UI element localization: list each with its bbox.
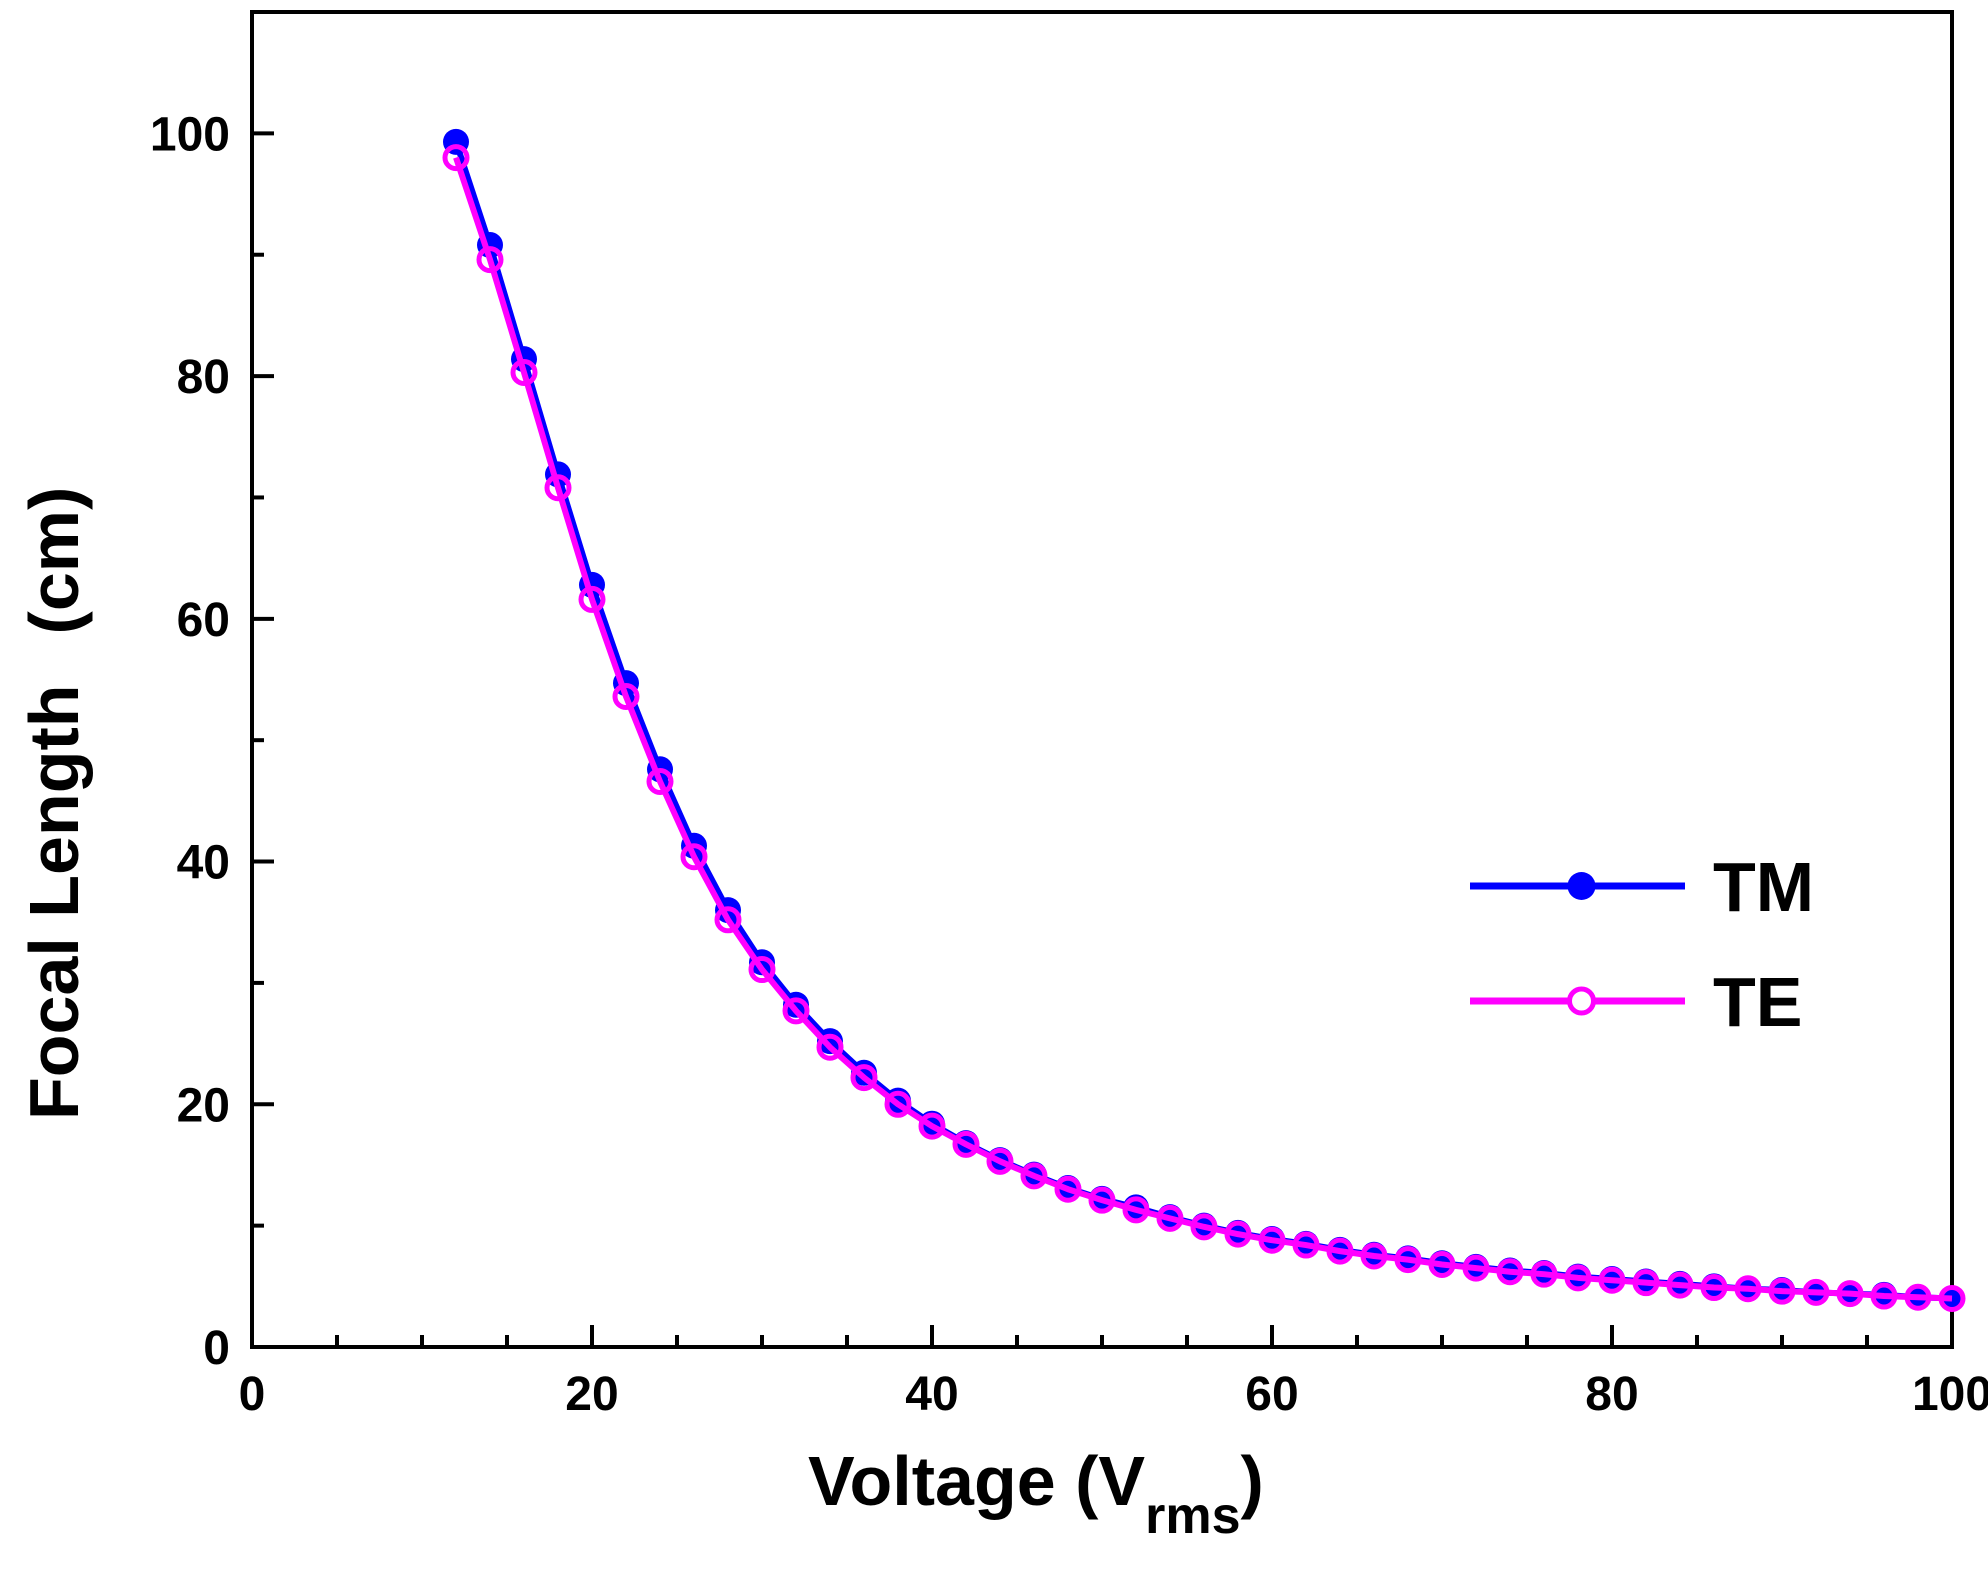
- legend-marker-te: [1567, 986, 1596, 1016]
- data-point-te: [1904, 1283, 1932, 1311]
- x-tick-label: 80: [1585, 1368, 1638, 1421]
- data-point-te: [1122, 1196, 1150, 1224]
- x-tick-label: 0: [239, 1368, 266, 1421]
- data-point-te: [1938, 1284, 1966, 1312]
- data-point-te: [1870, 1282, 1898, 1310]
- axis-ticks: [250, 10, 1954, 1349]
- data-point-te: [1190, 1213, 1218, 1241]
- data-point-te: [748, 956, 776, 984]
- series-line-tm: [453, 140, 1953, 1302]
- data-point-te: [1564, 1264, 1592, 1292]
- legend-label-te: TE: [1713, 963, 1802, 1041]
- y-tick-label: 80: [177, 351, 230, 404]
- data-point-te: [1326, 1237, 1354, 1265]
- data-point-te: [1088, 1186, 1116, 1214]
- y-tick-label: 60: [177, 594, 230, 647]
- series-tm: [443, 128, 1965, 1312]
- data-point-te: [510, 358, 538, 386]
- x-tick-label: 100: [1912, 1368, 1988, 1421]
- data-point-te: [1394, 1246, 1422, 1274]
- data-point-te: [918, 1112, 946, 1140]
- data-point-te: [612, 682, 640, 710]
- y-tick-label: 20: [177, 1079, 230, 1132]
- legend-label-tm: TM: [1713, 848, 1814, 926]
- data-point-te: [442, 144, 470, 172]
- data-point-te: [1734, 1275, 1762, 1303]
- data-point-te: [782, 997, 810, 1025]
- series-te: [442, 144, 1966, 1312]
- y-tick-label: 0: [203, 1322, 230, 1375]
- x-tick-label: 60: [1245, 1368, 1298, 1421]
- data-point-te: [1530, 1260, 1558, 1288]
- data-point-te: [476, 246, 504, 274]
- y-axis-title: Focal Length(cm): [15, 487, 93, 1120]
- series-line-te: [453, 156, 1953, 1302]
- legend-marker-tm: [1567, 872, 1596, 900]
- data-point-te: [1292, 1231, 1320, 1259]
- svg-text:Focal Length(cm): Focal Length(cm): [15, 487, 93, 1120]
- data-point-te: [1462, 1254, 1490, 1282]
- legend: TM TE: [1470, 848, 1814, 1041]
- legend-entry-tm: TM: [1470, 848, 1814, 926]
- data-point-te: [544, 474, 572, 502]
- data-point-tm: [817, 1028, 843, 1055]
- data-point-te: [1802, 1278, 1830, 1306]
- data-point-te: [1496, 1258, 1524, 1286]
- data-point-te: [1020, 1162, 1048, 1190]
- data-point-te: [952, 1130, 980, 1158]
- data-point-te: [884, 1090, 912, 1118]
- data-point-te: [1054, 1175, 1082, 1203]
- data-point-te: [1360, 1242, 1388, 1270]
- data-point-te: [1700, 1274, 1728, 1302]
- data-point-te: [986, 1147, 1014, 1175]
- data-point-te: [646, 767, 674, 795]
- plot-frame: [250, 10, 1954, 1349]
- data-point-te: [1258, 1226, 1286, 1254]
- data-point-te: [578, 585, 606, 613]
- axis-tick-labels: 0 20 40 60 80 100 0 20 40 60 80 100: [150, 108, 1988, 1421]
- data-point-te: [1598, 1266, 1626, 1294]
- data-point-te: [1156, 1204, 1184, 1232]
- y-tick-label: 100: [150, 108, 230, 161]
- series-layer: [442, 128, 1966, 1312]
- data-point-te: [816, 1033, 844, 1061]
- data-point-te: [680, 843, 708, 871]
- data-point-te: [1836, 1280, 1864, 1308]
- data-point-te: [1428, 1250, 1456, 1278]
- data-point-te: [1666, 1271, 1694, 1299]
- legend-entry-te: TE: [1470, 963, 1802, 1041]
- data-point-te: [714, 906, 742, 934]
- data-point-te: [1632, 1269, 1660, 1297]
- x-tick-label: 20: [565, 1368, 618, 1421]
- data-point-te: [1768, 1277, 1796, 1305]
- x-tick-label: 40: [905, 1368, 958, 1421]
- y-tick-label: 40: [177, 837, 230, 890]
- x-axis-title: Voltage (Vrms): [808, 1442, 1264, 1545]
- data-point-te: [1224, 1220, 1252, 1248]
- data-point-te: [850, 1064, 878, 1092]
